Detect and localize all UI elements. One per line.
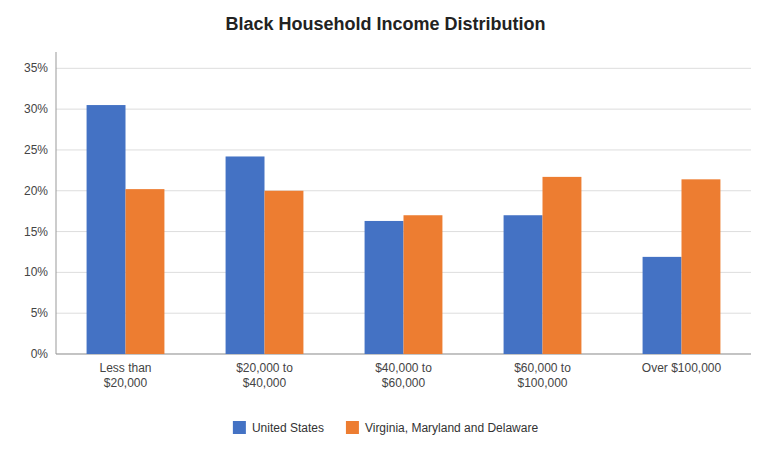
chart-title: Black Household Income Distribution	[225, 14, 545, 34]
y-tick-label: 10%	[24, 265, 48, 279]
y-axis-line	[56, 52, 57, 354]
x-tick-label-line: $20,000 to	[236, 361, 293, 375]
bar	[543, 177, 582, 354]
x-tick-label: $60,000 to$100,000	[514, 361, 571, 390]
y-tick-label: 25%	[24, 143, 48, 157]
legend-item: Virginia, Maryland and Delaware	[346, 421, 539, 435]
grid-line	[56, 109, 751, 110]
bar	[226, 156, 265, 354]
chart-container: Black Household Income Distribution 0% 5% 1…	[0, 0, 771, 459]
y-tick-label: 20%	[24, 184, 48, 198]
bar	[504, 215, 543, 354]
y-tick-label: 15%	[24, 225, 48, 239]
bar	[404, 215, 443, 354]
legend-item: United States	[233, 421, 324, 435]
y-tick-label: 0%	[31, 347, 49, 361]
x-tick-label-line: $20,000	[104, 376, 148, 390]
x-tick-label-line: Less than	[99, 361, 151, 375]
y-grid	[56, 68, 751, 354]
x-tick-label: $40,000 to$60,000	[375, 361, 432, 390]
bar	[643, 257, 682, 354]
x-tick-label-line: $100,000	[517, 376, 567, 390]
bar	[682, 179, 721, 354]
x-tick-label-line: Over $100,000	[642, 361, 722, 375]
x-tick-label: Over $100,000	[642, 361, 722, 375]
x-tick-label-line: $40,000	[243, 376, 287, 390]
y-tick-label: 5%	[31, 306, 49, 320]
bar	[365, 221, 404, 354]
grid-line	[56, 68, 751, 69]
bar	[87, 105, 126, 354]
legend-label: Virginia, Maryland and Delaware	[365, 421, 539, 435]
grid-line	[56, 149, 751, 150]
legend: United States Virginia, Maryland and Dela…	[233, 421, 539, 435]
chart-svg: Black Household Income Distribution 0% 5% 1…	[0, 0, 771, 459]
x-tick-label-line: $60,000 to	[514, 361, 571, 375]
bar	[126, 189, 165, 354]
legend-label: United States	[252, 421, 324, 435]
y-tick-label: 30%	[24, 102, 48, 116]
x-tick-label: $20,000 to$40,000	[236, 361, 293, 390]
x-tick-label: Less than$20,000	[99, 361, 151, 390]
x-tick-label-line: $60,000	[382, 376, 426, 390]
legend-swatch	[346, 421, 359, 434]
y-tick-label: 35%	[24, 61, 48, 75]
bars	[87, 105, 721, 354]
bar	[265, 191, 304, 354]
x-tick-label-line: $40,000 to	[375, 361, 432, 375]
legend-swatch	[233, 421, 246, 434]
